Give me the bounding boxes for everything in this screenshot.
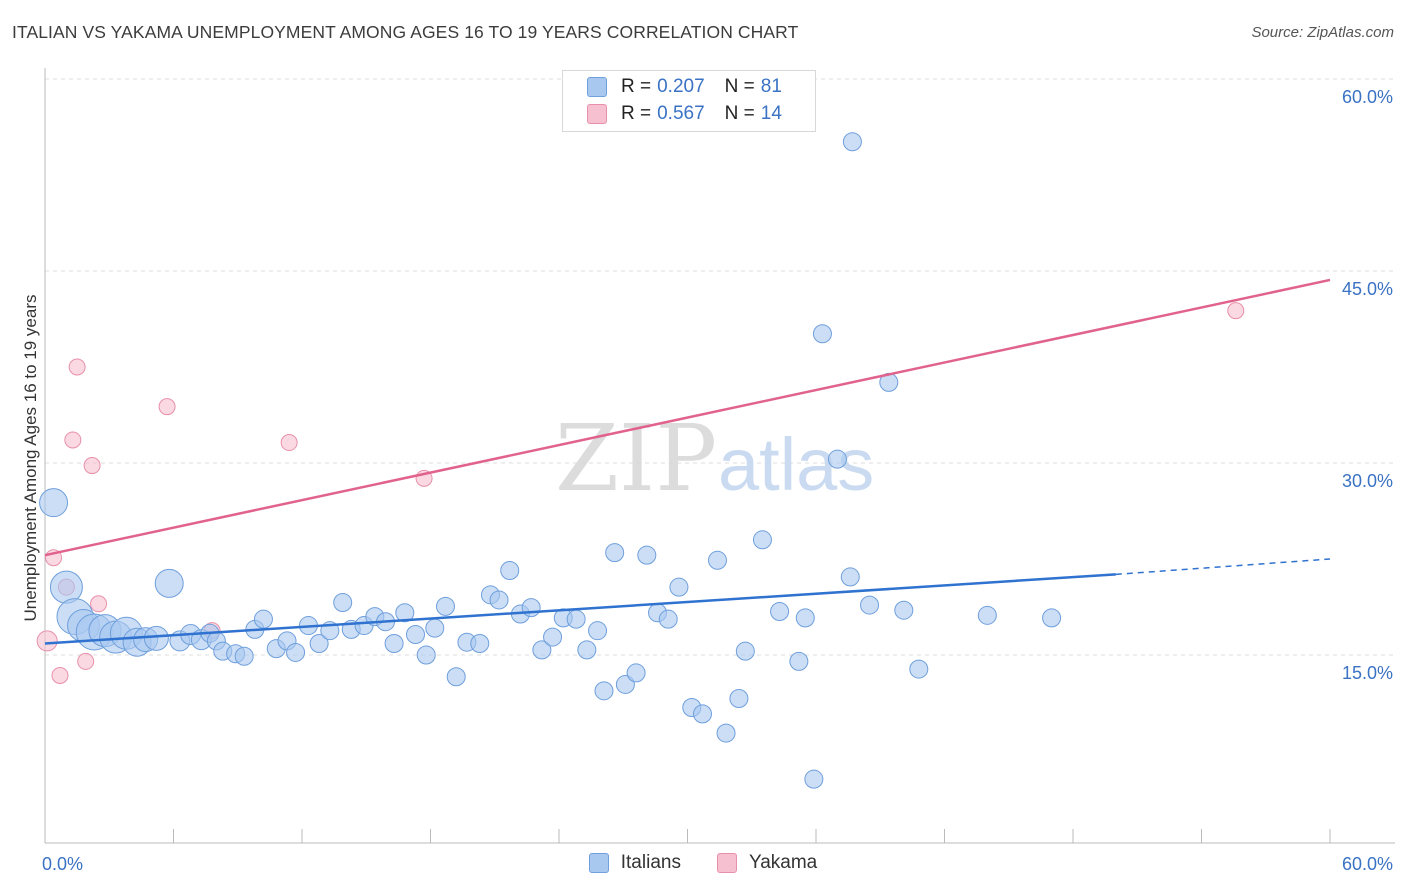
yakama-point: [1227, 302, 1245, 320]
bottom-legend: Italians Yakama: [0, 852, 1406, 874]
italians-point: [384, 633, 404, 653]
italians-point: [1042, 608, 1062, 628]
italians-point: [286, 642, 306, 662]
italians-point: [489, 590, 509, 610]
yakama-swatch: [587, 104, 607, 124]
watermark: ZIP atlas: [555, 405, 874, 512]
yakama-n-label: N =: [724, 103, 755, 124]
italians-point: [729, 689, 749, 709]
italians-point: [789, 651, 809, 671]
italians-r-value: 0.207: [657, 76, 705, 97]
italians-n-value: 81: [760, 76, 782, 97]
y-tick-label: 30.0%: [1342, 471, 1393, 491]
italians-point: [532, 640, 552, 660]
italians-point: [543, 627, 563, 647]
italians-point: [470, 633, 490, 653]
bottom-italians-label: Italians: [620, 852, 681, 873]
italians-point: [860, 595, 880, 615]
italians-point: [637, 545, 657, 565]
italians-point: [842, 132, 862, 152]
italians-point: [827, 449, 847, 469]
italians-point: [735, 641, 755, 661]
italians-point: [154, 568, 184, 598]
yakama-point: [90, 595, 108, 613]
italians-point: [770, 601, 790, 621]
italians-swatch: [587, 77, 607, 97]
yakama-r-value: 0.567: [657, 103, 705, 124]
y-axis-label: Unemployment Among Ages 16 to 19 years: [21, 295, 40, 622]
yakama-point: [64, 431, 82, 449]
italians-point: [416, 645, 436, 665]
yakama-point: [77, 652, 95, 670]
italians-point: [253, 609, 273, 629]
yakama-point: [158, 398, 176, 416]
legend-box: R = 0.207 N = 81 R = 0.567 N = 14: [562, 70, 816, 132]
italians-point: [39, 488, 69, 518]
yakama-point: [36, 630, 58, 652]
y-tick-label: 45.0%: [1342, 279, 1393, 299]
ticks: 15.0% 30.0% 45.0% 60.0% 0.0% 60.0%: [42, 87, 1393, 874]
italians-point: [406, 625, 426, 645]
italians-point: [804, 769, 824, 789]
italians-point: [395, 603, 415, 623]
bottom-yakama-swatch: [716, 853, 737, 873]
yakama-point: [280, 434, 298, 452]
y-tick-label: 15.0%: [1342, 663, 1393, 683]
bottom-yakama-label: Yakama: [748, 852, 818, 873]
italians-point: [577, 640, 597, 660]
italians-point: [795, 608, 815, 628]
italians-point: [143, 625, 169, 651]
yakama-n-value: 14: [760, 103, 782, 124]
legend-row-italians: R = 0.207 N = 81: [587, 75, 782, 99]
italians-n-label: N =: [724, 76, 755, 97]
italian-points: [39, 132, 1062, 789]
axes: [44, 68, 1395, 844]
italians-point: [594, 681, 614, 701]
italians-point: [812, 324, 832, 344]
italians-point: [977, 605, 997, 625]
bottom-legend-italians: Italians: [588, 852, 681, 874]
legend-row-yakama: R = 0.567 N = 14: [587, 102, 782, 126]
italians-point: [605, 543, 625, 563]
italians-point: [425, 618, 445, 638]
italians-point: [669, 577, 689, 597]
yakama-point: [68, 358, 86, 376]
italians-point: [588, 621, 608, 641]
watermark-zip: ZIP: [555, 405, 717, 512]
italians-point: [840, 567, 860, 587]
italians-point: [446, 667, 466, 687]
italians-point: [309, 633, 329, 653]
italians-point: [909, 659, 929, 679]
italians-point: [566, 609, 586, 629]
x-tick-label: 60.0%: [1342, 854, 1393, 874]
italians-point: [752, 530, 772, 550]
italians-r-label: R =: [621, 76, 652, 97]
italians-point: [500, 561, 520, 581]
bottom-legend-yakama: Yakama: [716, 852, 818, 874]
italians-point: [626, 663, 646, 683]
italians-point: [234, 646, 254, 666]
italians-trend-line: [44, 573, 1116, 645]
italians-point: [894, 600, 914, 620]
italians-point: [333, 593, 353, 613]
italians-point: [521, 598, 541, 618]
y-tick-label: 60.0%: [1342, 87, 1393, 107]
x-tick-label: 0.0%: [42, 854, 83, 874]
trend-lines: [44, 278, 1331, 645]
chart-title: ITALIAN VS YAKAMA UNEMPLOYMENT AMONG AGE…: [12, 22, 799, 42]
yakama-r-label: R =: [621, 103, 652, 124]
italians-point: [716, 723, 736, 743]
bottom-italians-swatch: [588, 853, 609, 873]
italians-trend-extension: [1115, 558, 1331, 576]
italians-point: [435, 596, 455, 616]
yakama-trend-line: [44, 278, 1331, 557]
yakama-point: [51, 666, 69, 684]
yakama-point: [83, 457, 101, 475]
italians-point: [658, 609, 678, 629]
italians-point: [707, 550, 727, 570]
source-label: Source: ZipAtlas.com: [1251, 24, 1394, 41]
watermark-atlas: atlas: [718, 423, 874, 506]
italians-point: [692, 704, 712, 724]
